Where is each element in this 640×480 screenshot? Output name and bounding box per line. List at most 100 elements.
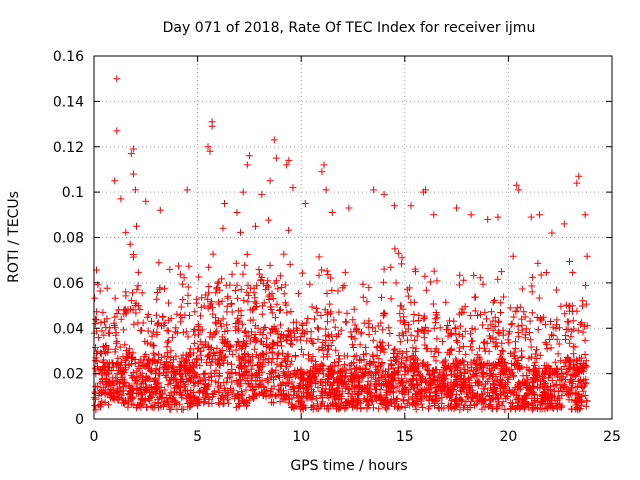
roti-point (133, 222, 140, 230)
roti-point (582, 402, 590, 410)
roti-point (108, 367, 116, 375)
roti-point (367, 389, 375, 397)
roti-point (410, 317, 418, 325)
roti-point (515, 379, 523, 387)
roti-point (97, 319, 105, 327)
roti-point (167, 379, 175, 387)
roti-point (491, 323, 499, 330)
roti-point (250, 284, 258, 292)
roti-point (296, 381, 304, 389)
roti-outlier-point (467, 211, 475, 219)
roti-point (365, 284, 373, 292)
roti-point (205, 343, 212, 351)
roti-point (365, 331, 373, 338)
roti-point (196, 338, 204, 346)
roti-point (444, 332, 452, 340)
roti-point (149, 349, 157, 357)
roti-point (547, 383, 554, 390)
roti-point (283, 309, 291, 317)
roti-point (375, 405, 383, 413)
roti-point (511, 383, 519, 391)
roti-point (250, 393, 258, 400)
roti-point (366, 359, 374, 367)
roti-point (304, 315, 312, 322)
roti-point (461, 327, 469, 335)
y-tick-label: 0.1 (62, 185, 84, 201)
roti-point (407, 331, 415, 339)
roti-point (447, 364, 455, 372)
roti-point (251, 331, 259, 338)
roti-point (404, 292, 412, 300)
roti-point (198, 326, 206, 334)
roti-point (110, 322, 118, 329)
roti-point (248, 382, 256, 390)
roti-point (458, 397, 466, 405)
roti-point (184, 283, 192, 291)
roti-point (328, 336, 336, 344)
roti-point (288, 378, 296, 386)
roti-point (136, 305, 144, 313)
roti-point (562, 332, 570, 339)
roti-point (205, 289, 213, 297)
roti-point (281, 372, 288, 380)
roti-point (403, 377, 411, 385)
x-tick-label: 20 (499, 429, 517, 445)
roti-point (235, 352, 243, 360)
roti-point (232, 346, 240, 354)
roti-point (297, 402, 305, 410)
roti-point (144, 327, 152, 335)
roti-point (356, 341, 364, 349)
roti-point (93, 357, 101, 365)
roti-point (171, 375, 179, 383)
roti-point (352, 365, 360, 373)
roti-point (564, 365, 572, 373)
roti-point (475, 354, 483, 362)
roti-point (491, 387, 499, 395)
roti-point (179, 296, 187, 304)
roti-point (177, 303, 185, 311)
roti-point (456, 406, 464, 414)
roti-point (564, 386, 572, 394)
roti-point (387, 295, 395, 303)
roti-point (303, 337, 311, 345)
roti-point (231, 287, 239, 294)
roti-point (161, 285, 168, 293)
roti-point (238, 320, 246, 328)
roti-point (253, 351, 261, 359)
roti-point (547, 318, 554, 325)
roti-point (168, 394, 176, 402)
roti-point (392, 377, 400, 385)
roti-point (341, 268, 349, 276)
roti-point (243, 250, 251, 258)
roti-point (308, 303, 316, 311)
roti-point (122, 366, 130, 374)
roti-point (393, 383, 401, 391)
roti-point (491, 313, 499, 321)
roti-point (341, 405, 349, 413)
roti-point (324, 308, 332, 316)
roti-point (164, 398, 171, 406)
roti-point (214, 383, 222, 391)
roti-point (276, 374, 283, 382)
roti-point (124, 353, 132, 361)
roti-outlier-point (258, 190, 266, 198)
roti-outlier-point (245, 152, 253, 160)
roti-point (154, 399, 162, 407)
roti-point (574, 391, 582, 399)
roti-point (419, 360, 426, 368)
roti-point (122, 310, 130, 318)
roti-point (289, 403, 297, 411)
roti-point (251, 345, 259, 353)
roti-point (429, 367, 437, 375)
roti-point (161, 386, 169, 394)
roti-point (547, 365, 555, 373)
roti-point (582, 281, 590, 289)
roti-point (354, 371, 362, 379)
roti-point (456, 375, 464, 382)
roti-point (472, 360, 480, 368)
roti-point (504, 336, 512, 344)
roti-point (143, 313, 151, 321)
roti-point (454, 338, 462, 346)
roti-point (485, 375, 493, 383)
roti-point (209, 250, 217, 258)
